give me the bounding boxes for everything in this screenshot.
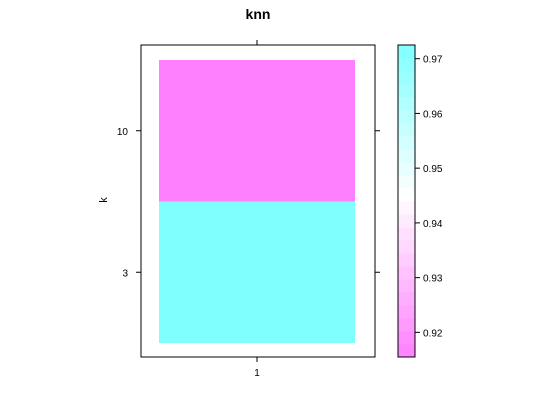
color-key-tick-label: 0.95 [423,164,443,175]
plot-frame [140,44,376,358]
color-key-band [398,253,415,267]
color-key-band [398,214,415,228]
color-key-band [398,331,415,345]
color-key-band [398,318,415,332]
y-axis-label: k [98,197,110,203]
color-key: 0.92 0.93 0.94 0.95 0.96 0.97 [397,44,443,358]
color-key-band [398,175,415,189]
color-key-band [398,201,415,215]
color-key-frame [397,44,416,358]
color-key-tick-label: 0.93 [423,274,443,285]
color-key-band [398,227,415,241]
color-key-tick-label: 0.97 [423,55,443,66]
color-key-tick-label: 0.92 [423,328,443,339]
color-key-band [398,123,415,137]
color-key-band [398,162,415,176]
color-key-band [398,344,415,358]
plot-area: 3 10 1 [117,40,380,379]
color-key-tick-label: 0.96 [423,109,443,120]
color-key-band [398,240,415,254]
color-key-band [398,45,415,59]
color-key-tick-label: 0.94 [423,219,443,230]
color-key-band [398,266,415,280]
heatmap-cell-k-3 [159,201,355,343]
color-key-band [398,97,415,111]
color-key-band [398,136,415,150]
color-key-band [398,71,415,85]
color-key-band [398,188,415,202]
color-key-band [398,110,415,124]
color-key-band [398,292,415,306]
color-key-band [398,305,415,319]
y-tick-label: 10 [117,127,129,138]
color-key-band [398,279,415,293]
color-key-band [398,58,415,72]
y-tick-label: 3 [122,268,128,279]
x-tick-label: 1 [254,368,260,379]
color-key-band [398,84,415,98]
heatmap-cell-k-10 [159,60,355,202]
chart-title: knn [246,6,271,22]
color-key-band [398,149,415,163]
